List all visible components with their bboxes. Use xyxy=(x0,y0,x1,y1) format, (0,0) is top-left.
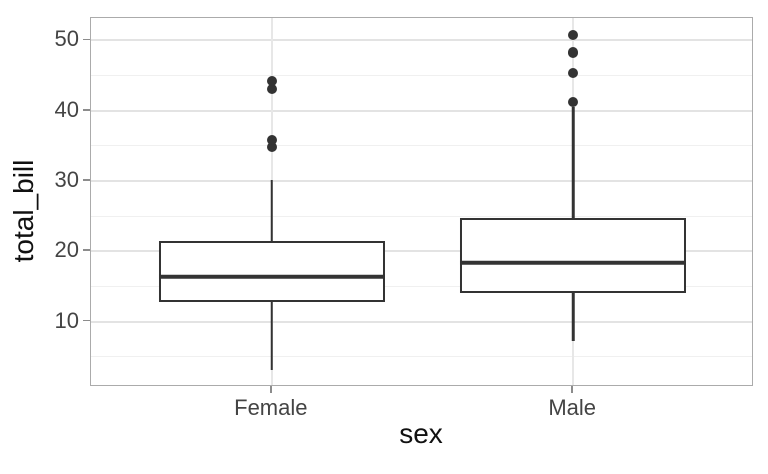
y-tick-label-20: 20 xyxy=(54,237,79,263)
gridline-major-y-20 xyxy=(91,250,752,253)
median-female xyxy=(158,274,385,279)
y-tick-label-10: 10 xyxy=(54,307,79,333)
outlier-female-43.11 xyxy=(266,83,277,94)
outlier-female-34.83 xyxy=(266,142,277,153)
box-male xyxy=(460,218,687,294)
whisker-upper-male xyxy=(571,106,575,219)
outlier-female-35.83 xyxy=(266,135,277,146)
y-tick-20 xyxy=(83,249,90,252)
outlier-male-48.33 xyxy=(568,47,579,58)
outlier-male-41.19 xyxy=(568,97,579,108)
whisker-upper-female xyxy=(270,180,274,241)
y-tick-30 xyxy=(83,179,90,181)
gridline-minor-y-25 xyxy=(91,215,752,217)
y-tick-label-50: 50 xyxy=(54,26,79,52)
median-male xyxy=(460,260,687,266)
x-tick-female xyxy=(269,386,272,393)
y-tick-40 xyxy=(83,108,90,111)
x-tick-male xyxy=(571,386,574,393)
y-tick-label-30: 30 xyxy=(54,167,79,192)
gridline-minor-y-45 xyxy=(91,75,752,77)
x-tick-label-female: Female xyxy=(234,395,308,420)
outlier-male-45.35 xyxy=(568,68,579,79)
x-tick-label-male: Male xyxy=(548,395,597,420)
plot-panel xyxy=(90,17,753,386)
gridline-major-y-10 xyxy=(91,320,752,323)
gridline-major-y-30 xyxy=(91,180,752,182)
y-tick-10 xyxy=(83,319,90,322)
gridline-major-y-50 xyxy=(91,39,752,42)
box-female xyxy=(158,240,385,303)
x-axis-title: sex xyxy=(399,418,443,449)
outlier-female-44.3 xyxy=(266,75,277,86)
whisker-lower-male xyxy=(571,293,575,341)
y-tick-50 xyxy=(83,38,90,41)
outlier-male-50.81 xyxy=(568,29,579,40)
gridline-minor-y-15 xyxy=(91,285,752,287)
gridline-minor-y-35 xyxy=(91,145,752,147)
gridline-major-y-40 xyxy=(91,109,752,112)
gridline-minor-y-5 xyxy=(91,356,752,358)
whisker-lower-female xyxy=(270,302,274,371)
y-tick-label-40: 40 xyxy=(54,96,79,122)
